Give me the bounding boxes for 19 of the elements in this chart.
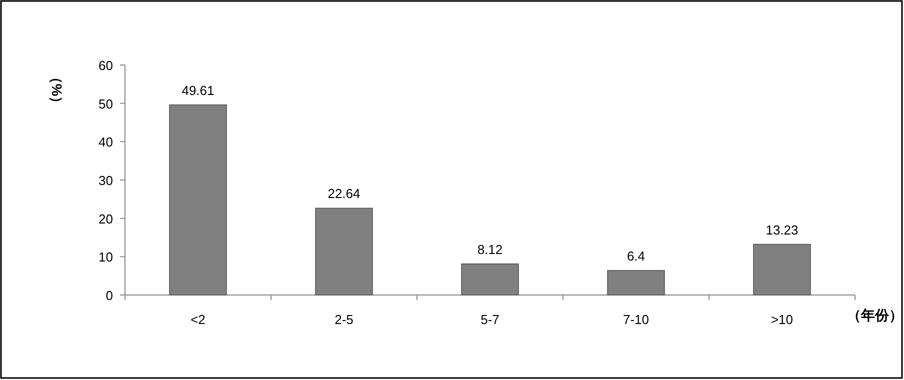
y-tick-label: 60: [98, 58, 113, 73]
x-tick-label: <2: [190, 312, 206, 327]
data-label: 6.4: [626, 248, 646, 264]
y-tick-label: 40: [98, 134, 113, 150]
y-axis-title: （%）: [49, 70, 65, 110]
y-tick-label: 30: [98, 173, 113, 188]
x-tick-label: 2-5: [334, 312, 354, 327]
x-tick-label: 7-10: [622, 312, 650, 327]
x-tick-label: 5-7: [480, 312, 500, 327]
data-label: 8.12: [477, 242, 503, 257]
x-tick-label: >10: [770, 312, 794, 327]
data-label: 49.61: [182, 82, 214, 98]
data-label: 13.23: [766, 222, 798, 238]
x-axis-title: （年份）: [847, 307, 903, 323]
y-tick-label: 0: [106, 288, 113, 303]
data-label: 22.64: [328, 186, 360, 202]
y-tick-label: 10: [98, 250, 113, 265]
y-tick-label: 50: [98, 96, 113, 112]
y-tick-label: 20: [98, 211, 113, 226]
